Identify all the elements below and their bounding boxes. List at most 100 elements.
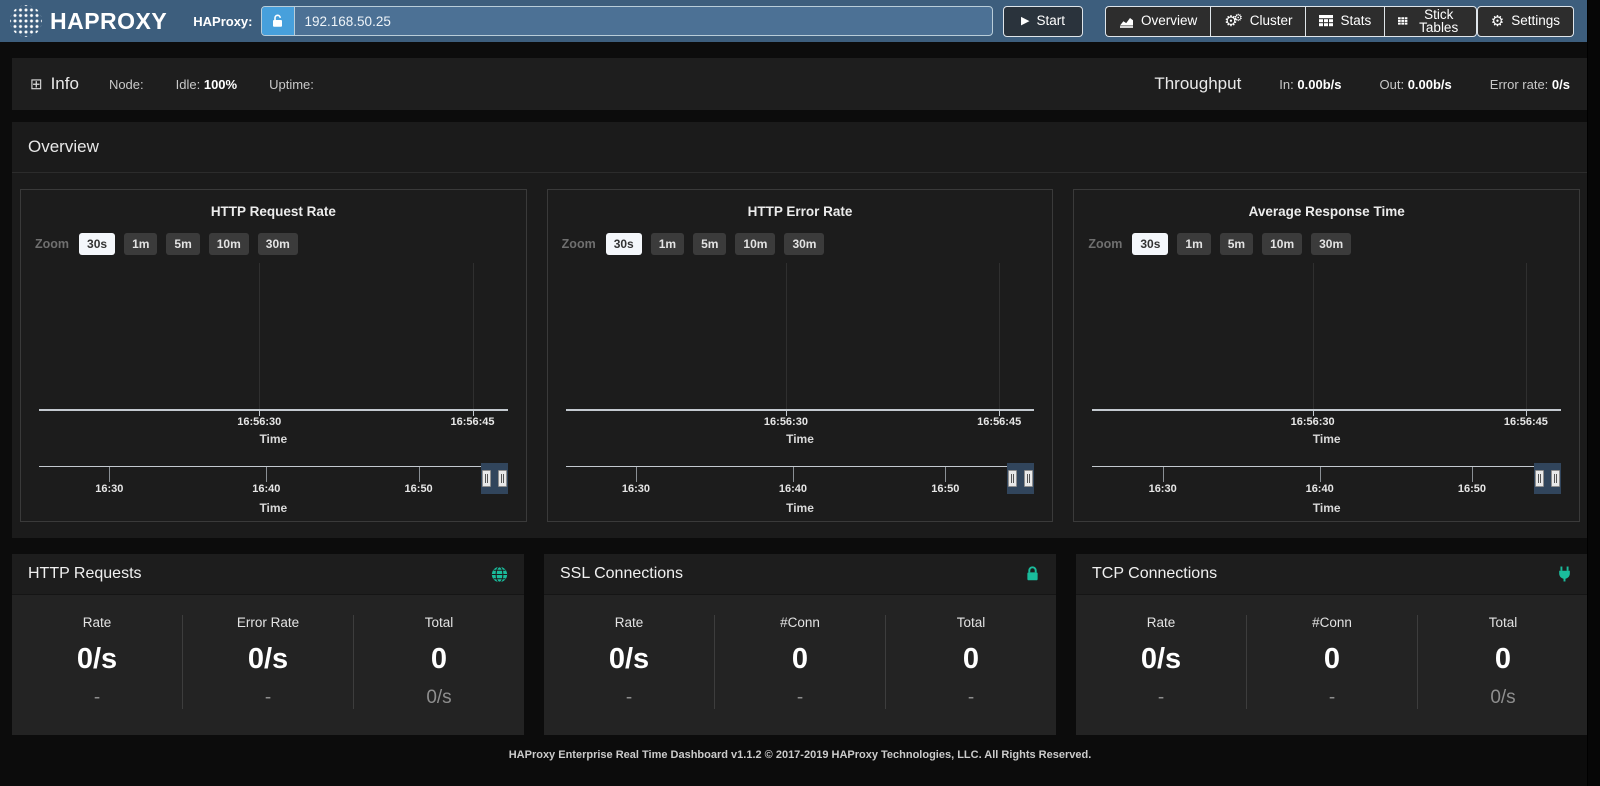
zoom-30s-button[interactable]: 30s: [1132, 233, 1169, 255]
th-grid-icon: [1398, 17, 1408, 25]
overview-button[interactable]: Overview: [1105, 5, 1211, 37]
navigator-tick-label: 16:30: [95, 483, 124, 495]
scrollbar[interactable]: [1587, 0, 1600, 786]
zoom-1m-button[interactable]: 1m: [124, 233, 158, 255]
chart-panel-http-error-rate: HTTP Error Rate Zoom 30s 1m 5m 10m 30m 1…: [546, 189, 1054, 522]
x-axis: 16:56:30 16:56:45: [565, 409, 1035, 429]
range-navigator[interactable]: 16:30 16:40 16:50: [1092, 463, 1562, 500]
stick-tables-button[interactable]: Stick Tables: [1384, 5, 1477, 37]
x-axis-title: Time: [259, 432, 288, 446]
throughput-group: Throughput In: 0.00b/s Out: 0.00b/s Erro…: [1154, 74, 1570, 94]
x-axis-title: Time: [1312, 432, 1341, 446]
error-rate-field: Error rate: 0/s: [1489, 76, 1570, 92]
navigator-axis-title: Time: [1312, 501, 1341, 515]
zoom-1m-button[interactable]: 1m: [650, 233, 685, 255]
unlock-icon: [273, 14, 282, 27]
zoom-30s-button[interactable]: 30s: [605, 233, 642, 255]
navigator-slider[interactable]: [1007, 463, 1035, 494]
globe-icon: [491, 565, 508, 583]
navigator-handle-right[interactable]: [1551, 470, 1561, 487]
navigator-axis-title: Time: [786, 501, 814, 515]
zoom-5m-button[interactable]: 5m: [166, 233, 200, 255]
zoom-label: Zoom: [561, 237, 596, 251]
table-icon: [1319, 15, 1334, 27]
start-button-label: Start: [1036, 13, 1065, 29]
zoom-row: Zoom 30s 1m 5m 10m 30m: [29, 231, 518, 255]
idle-field: Idle: 100%: [175, 76, 238, 92]
metric-cards-row: HTTP Requests Rate 0/s - Error Rate 0/s …: [12, 554, 1588, 735]
zoom-30m-button[interactable]: 30m: [784, 233, 825, 255]
x-axis-title: Time: [786, 432, 814, 446]
axis-tick-label: 16:56:45: [450, 416, 495, 428]
navigator-tick-label: 16:50: [404, 483, 433, 495]
navigator-axis-title: Time: [259, 501, 288, 515]
settings-button-label: Settings: [1511, 13, 1560, 29]
stick-tables-button-label: Stick Tables: [1419, 6, 1459, 35]
zoom-5m-button[interactable]: 5m: [1219, 233, 1254, 255]
haproxy-brand[interactable]: HAPROXY: [10, 5, 167, 37]
axis-tick-label: 16:56:30: [763, 416, 808, 428]
haproxy-logo-icon: [10, 5, 42, 37]
navigator-handle-right[interactable]: [497, 470, 507, 487]
zoom-10m-button[interactable]: 10m: [208, 233, 249, 255]
start-button[interactable]: ▶ Start: [1002, 5, 1084, 37]
ssl-connections-card: SSL Connections Rate 0/s - #Conn 0 - Tot…: [544, 554, 1056, 735]
zoom-10m-button[interactable]: 10m: [735, 233, 776, 255]
nav-button-group: Overview ⚙⚙ Cluster Stats Stick Tables: [1105, 5, 1477, 37]
zoom-10m-button[interactable]: 10m: [1262, 233, 1303, 255]
plus-square-icon: ⊞: [30, 76, 43, 93]
axis-tick-label: 16:56:30: [237, 416, 282, 428]
metric-total: Total 0 0/s: [353, 615, 524, 709]
zoom-1m-button[interactable]: 1m: [1177, 233, 1211, 255]
chart-area-icon: [1120, 17, 1134, 28]
x-axis: 16:56:30 16:56:45: [1092, 409, 1562, 429]
settings-button[interactable]: ⚙ Settings: [1476, 5, 1574, 37]
range-navigator[interactable]: 16:30 16:40 16:50: [39, 463, 508, 500]
cluster-button-label: Cluster: [1249, 13, 1293, 29]
navigator-slider[interactable]: [1534, 463, 1562, 494]
x-axis: 16:56:30 16:56:45: [39, 409, 508, 429]
metric-error-rate: Error Rate 0/s -: [182, 615, 353, 709]
axis-tick-label: 16:56:30: [1290, 416, 1335, 428]
chart-plot-area[interactable]: [1092, 263, 1561, 409]
metric-rate: Rate 0/s -: [608, 615, 650, 708]
zoom-5m-button[interactable]: 5m: [693, 233, 727, 255]
zoom-30s-button[interactable]: 30s: [79, 233, 116, 255]
navigator-handle-left[interactable]: [1008, 470, 1018, 487]
card-title: TCP Connections: [1092, 565, 1218, 582]
metric-total: Total 0 0/s: [1417, 615, 1588, 709]
chart-panel-average-response-time: Average Response Time Zoom 30s 1m 5m 10m…: [1073, 189, 1581, 522]
stats-button-label: Stats: [1340, 13, 1372, 29]
chart-plot-area[interactable]: [39, 263, 508, 409]
address-group: [260, 6, 993, 36]
navigator-handle-left[interactable]: [1535, 470, 1545, 487]
zoom-row: Zoom 30s 1m 5m 10m 30m: [1082, 231, 1571, 255]
address-input[interactable]: [294, 7, 992, 35]
address-lock-button[interactable]: [261, 7, 295, 35]
navigator-handle-left[interactable]: [481, 470, 491, 487]
zoom-30m-button[interactable]: 30m: [1311, 233, 1352, 255]
charts-row: HTTP Request Rate Zoom 30s 1m 5m 10m 30m…: [12, 173, 1588, 538]
node-field: Node:: [108, 76, 144, 92]
in-value: 0.00b/s: [1297, 76, 1342, 92]
stats-button[interactable]: Stats: [1305, 5, 1385, 37]
top-navbar: HAPROXY HAProxy: ▶ Start Overview ⚙⚙ Clu…: [0, 0, 1600, 42]
plug-icon: [1559, 566, 1570, 582]
chart-plot-area[interactable]: [566, 263, 1035, 409]
cluster-button[interactable]: ⚙⚙ Cluster: [1210, 5, 1306, 37]
range-navigator[interactable]: 16:30 16:40 16:50: [565, 463, 1035, 500]
axis-tick-label: 16:56:45: [1503, 416, 1548, 428]
info-toggle[interactable]: ⊞ Info: [30, 74, 79, 94]
brand-text: HAPROXY: [50, 7, 168, 34]
footer-text: HAProxy Enterprise Real Time Dashboard v…: [508, 749, 1092, 761]
axis-tick-label: 16:56:45: [977, 416, 1022, 428]
play-icon: ▶: [1021, 14, 1030, 27]
navigator-slider[interactable]: [480, 463, 508, 494]
card-header: SSL Connections: [544, 554, 1056, 595]
chart-title: HTTP Error Rate: [747, 204, 853, 219]
navigator-handle-right[interactable]: [1024, 470, 1034, 487]
zoom-30m-button[interactable]: 30m: [257, 233, 298, 255]
metric-rate: Rate 0/s -: [76, 615, 118, 708]
info-bar: ⊞ Info Node: Idle: 100% Uptime: Throughp…: [12, 58, 1588, 110]
chart-title: Average Response Time: [1248, 204, 1405, 219]
